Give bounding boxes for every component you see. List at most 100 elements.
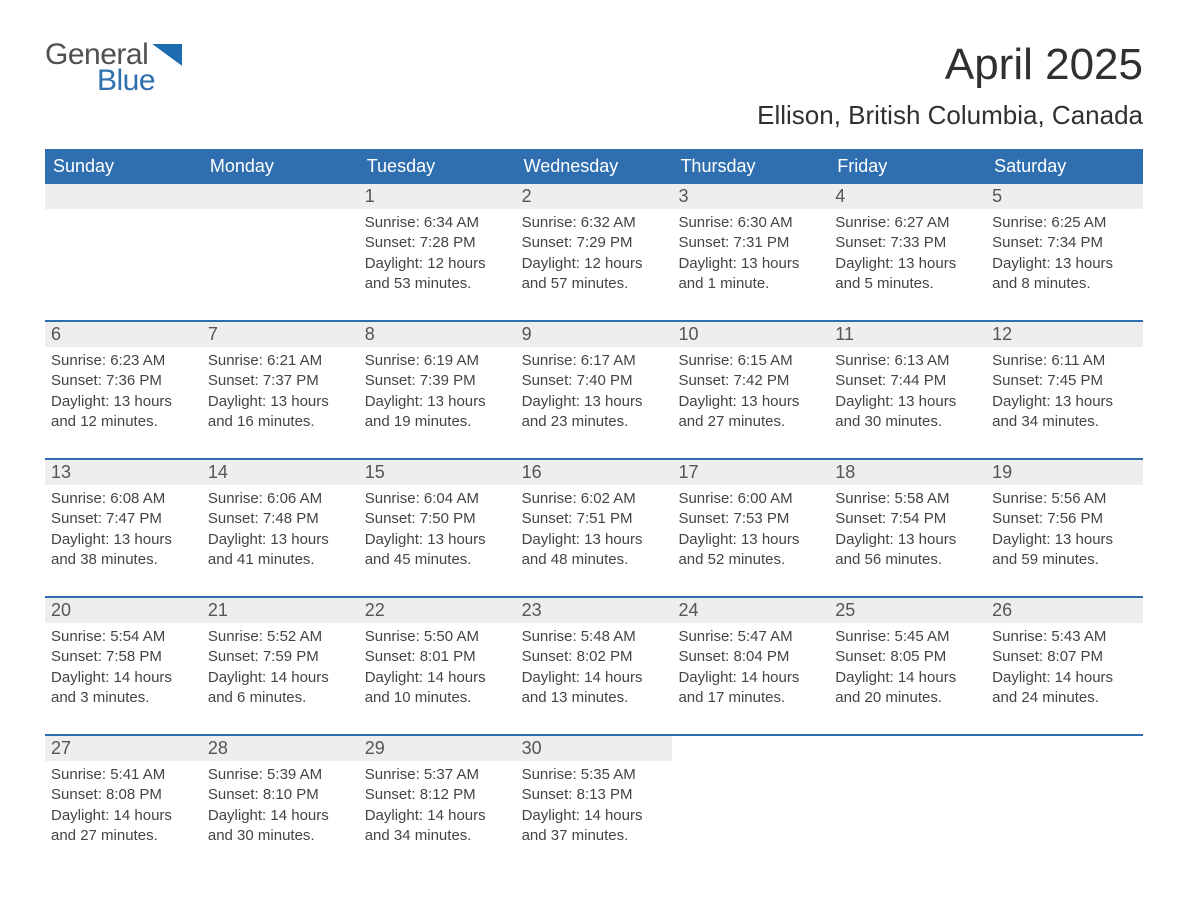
sunset-text: Sunset: 7:45 PM <box>992 371 1137 391</box>
sunrise-text: Sunrise: 5:58 AM <box>835 489 980 509</box>
sunset-text: Sunset: 7:33 PM <box>835 233 980 253</box>
day-cell: 11Sunrise: 6:13 AMSunset: 7:44 PMDayligh… <box>829 322 986 442</box>
sunset-text: Sunset: 7:51 PM <box>522 509 667 529</box>
day-content: Sunrise: 5:58 AMSunset: 7:54 PMDaylight:… <box>829 485 986 576</box>
sunset-text: Sunset: 7:47 PM <box>51 509 196 529</box>
day-cell: 27Sunrise: 5:41 AMSunset: 8:08 PMDayligh… <box>45 736 202 856</box>
day-cell: 28Sunrise: 5:39 AMSunset: 8:10 PMDayligh… <box>202 736 359 856</box>
sunrise-text: Sunrise: 5:48 AM <box>522 627 667 647</box>
day-cell: 29Sunrise: 5:37 AMSunset: 8:12 PMDayligh… <box>359 736 516 856</box>
location-text: Ellison, British Columbia, Canada <box>757 100 1143 131</box>
day-cell: 4Sunrise: 6:27 AMSunset: 7:33 PMDaylight… <box>829 184 986 304</box>
day-content: Sunrise: 6:21 AMSunset: 7:37 PMDaylight:… <box>202 347 359 438</box>
day-cell: 23Sunrise: 5:48 AMSunset: 8:02 PMDayligh… <box>516 598 673 718</box>
day-cell: 8Sunrise: 6:19 AMSunset: 7:39 PMDaylight… <box>359 322 516 442</box>
day-cell: 24Sunrise: 5:47 AMSunset: 8:04 PMDayligh… <box>672 598 829 718</box>
day-number: 17 <box>672 460 829 485</box>
sunset-text: Sunset: 7:50 PM <box>365 509 510 529</box>
day-number: 8 <box>359 322 516 347</box>
sunset-text: Sunset: 8:10 PM <box>208 785 353 805</box>
day-number <box>45 184 202 209</box>
daylight-text: Daylight: 12 hours and 57 minutes. <box>522 254 667 295</box>
sunset-text: Sunset: 7:37 PM <box>208 371 353 391</box>
sunrise-text: Sunrise: 6:00 AM <box>678 489 823 509</box>
day-content: Sunrise: 6:11 AMSunset: 7:45 PMDaylight:… <box>986 347 1143 438</box>
sunset-text: Sunset: 7:48 PM <box>208 509 353 529</box>
day-cell <box>202 184 359 304</box>
day-cell: 1Sunrise: 6:34 AMSunset: 7:28 PMDaylight… <box>359 184 516 304</box>
day-cell: 19Sunrise: 5:56 AMSunset: 7:56 PMDayligh… <box>986 460 1143 580</box>
weekday-header: Monday <box>202 149 359 184</box>
day-content: Sunrise: 5:56 AMSunset: 7:56 PMDaylight:… <box>986 485 1143 576</box>
weekday-header: Saturday <box>986 149 1143 184</box>
day-number: 6 <box>45 322 202 347</box>
daylight-text: Daylight: 14 hours and 13 minutes. <box>522 668 667 709</box>
sunrise-text: Sunrise: 5:45 AM <box>835 627 980 647</box>
day-number: 22 <box>359 598 516 623</box>
day-cell: 2Sunrise: 6:32 AMSunset: 7:29 PMDaylight… <box>516 184 673 304</box>
day-number: 19 <box>986 460 1143 485</box>
daylight-text: Daylight: 13 hours and 30 minutes. <box>835 392 980 433</box>
weekday-header: Friday <box>829 149 986 184</box>
sunrise-text: Sunrise: 5:50 AM <box>365 627 510 647</box>
day-content: Sunrise: 5:48 AMSunset: 8:02 PMDaylight:… <box>516 623 673 714</box>
day-number <box>202 184 359 209</box>
day-cell: 6Sunrise: 6:23 AMSunset: 7:36 PMDaylight… <box>45 322 202 442</box>
week-row: 20Sunrise: 5:54 AMSunset: 7:58 PMDayligh… <box>45 596 1143 718</box>
sunset-text: Sunset: 7:34 PM <box>992 233 1137 253</box>
sunrise-text: Sunrise: 6:27 AM <box>835 213 980 233</box>
daylight-text: Daylight: 14 hours and 27 minutes. <box>51 806 196 847</box>
daylight-text: Daylight: 13 hours and 12 minutes. <box>51 392 196 433</box>
day-number: 13 <box>45 460 202 485</box>
day-content: Sunrise: 6:30 AMSunset: 7:31 PMDaylight:… <box>672 209 829 300</box>
day-content: Sunrise: 5:45 AMSunset: 8:05 PMDaylight:… <box>829 623 986 714</box>
sunrise-text: Sunrise: 5:47 AM <box>678 627 823 647</box>
title-block: April 2025 Ellison, British Columbia, Ca… <box>757 40 1143 131</box>
sunrise-text: Sunrise: 6:17 AM <box>522 351 667 371</box>
daylight-text: Daylight: 13 hours and 5 minutes. <box>835 254 980 295</box>
day-content: Sunrise: 6:34 AMSunset: 7:28 PMDaylight:… <box>359 209 516 300</box>
weekday-header: Wednesday <box>516 149 673 184</box>
day-number: 28 <box>202 736 359 761</box>
week-row: 27Sunrise: 5:41 AMSunset: 8:08 PMDayligh… <box>45 734 1143 856</box>
day-number: 16 <box>516 460 673 485</box>
day-number: 24 <box>672 598 829 623</box>
sunrise-text: Sunrise: 6:30 AM <box>678 213 823 233</box>
sunset-text: Sunset: 8:02 PM <box>522 647 667 667</box>
day-content: Sunrise: 6:23 AMSunset: 7:36 PMDaylight:… <box>45 347 202 438</box>
daylight-text: Daylight: 14 hours and 30 minutes. <box>208 806 353 847</box>
sunrise-text: Sunrise: 6:23 AM <box>51 351 196 371</box>
sunset-text: Sunset: 7:29 PM <box>522 233 667 253</box>
day-number: 29 <box>359 736 516 761</box>
header-area: General Blue April 2025 Ellison, British… <box>45 40 1143 131</box>
day-cell: 22Sunrise: 5:50 AMSunset: 8:01 PMDayligh… <box>359 598 516 718</box>
day-cell: 7Sunrise: 6:21 AMSunset: 7:37 PMDaylight… <box>202 322 359 442</box>
sunrise-text: Sunrise: 6:34 AM <box>365 213 510 233</box>
day-content: Sunrise: 6:15 AMSunset: 7:42 PMDaylight:… <box>672 347 829 438</box>
day-content: Sunrise: 6:06 AMSunset: 7:48 PMDaylight:… <box>202 485 359 576</box>
day-content: Sunrise: 5:43 AMSunset: 8:07 PMDaylight:… <box>986 623 1143 714</box>
day-number: 21 <box>202 598 359 623</box>
sunset-text: Sunset: 7:40 PM <box>522 371 667 391</box>
day-cell: 17Sunrise: 6:00 AMSunset: 7:53 PMDayligh… <box>672 460 829 580</box>
weekday-header-row: SundayMondayTuesdayWednesdayThursdayFrid… <box>45 149 1143 184</box>
day-cell: 14Sunrise: 6:06 AMSunset: 7:48 PMDayligh… <box>202 460 359 580</box>
daylight-text: Daylight: 14 hours and 10 minutes. <box>365 668 510 709</box>
day-number: 18 <box>829 460 986 485</box>
daylight-text: Daylight: 12 hours and 53 minutes. <box>365 254 510 295</box>
day-content: Sunrise: 6:08 AMSunset: 7:47 PMDaylight:… <box>45 485 202 576</box>
day-number: 12 <box>986 322 1143 347</box>
daylight-text: Daylight: 13 hours and 23 minutes. <box>522 392 667 433</box>
day-cell: 12Sunrise: 6:11 AMSunset: 7:45 PMDayligh… <box>986 322 1143 442</box>
sunset-text: Sunset: 7:54 PM <box>835 509 980 529</box>
daylight-text: Daylight: 14 hours and 3 minutes. <box>51 668 196 709</box>
day-content: Sunrise: 6:02 AMSunset: 7:51 PMDaylight:… <box>516 485 673 576</box>
daylight-text: Daylight: 13 hours and 8 minutes. <box>992 254 1137 295</box>
day-number: 9 <box>516 322 673 347</box>
day-content: Sunrise: 6:19 AMSunset: 7:39 PMDaylight:… <box>359 347 516 438</box>
day-number: 1 <box>359 184 516 209</box>
sunset-text: Sunset: 8:05 PM <box>835 647 980 667</box>
sunrise-text: Sunrise: 5:37 AM <box>365 765 510 785</box>
sunset-text: Sunset: 8:07 PM <box>992 647 1137 667</box>
sunrise-text: Sunrise: 6:13 AM <box>835 351 980 371</box>
